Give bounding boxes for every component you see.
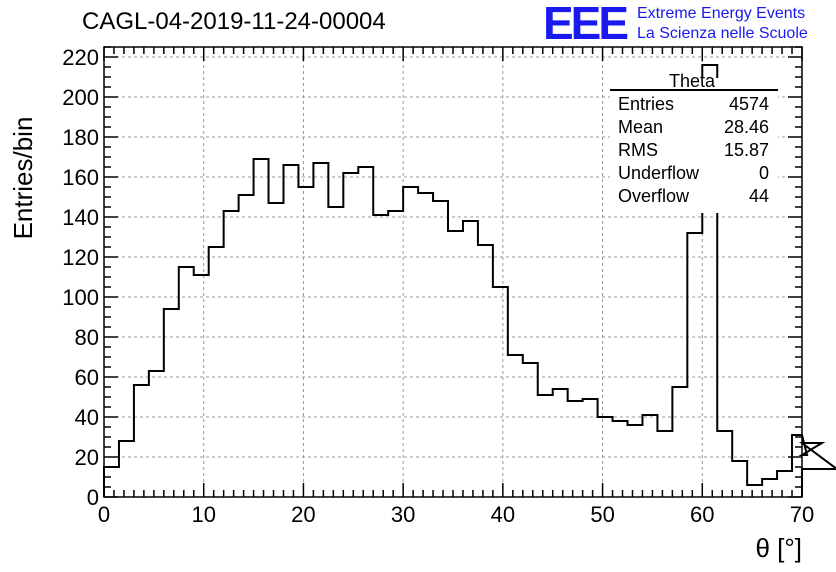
logo-caption: Extreme Energy Events La Scienza nelle S…: [637, 4, 808, 44]
stats-row-label: RMS: [618, 140, 658, 160]
y-tick-label: 20: [75, 445, 99, 470]
logo-caption-line1: Extreme Energy Events: [637, 5, 806, 22]
x-tick-labels: 0 10 20 30 40 50 60 70: [98, 502, 814, 527]
y-tick-label: 200: [62, 85, 99, 110]
y-tick-label: 0: [87, 485, 99, 510]
page-title: CAGL-04-2019-11-24-00004: [82, 8, 386, 35]
y-tick-labels: 0 20 40 60 80 100 120 140 160 180 200 220: [62, 45, 99, 510]
y-tick-label: 100: [62, 285, 99, 310]
stats-row-label: Overflow: [618, 186, 690, 206]
x-tick-label: 70: [790, 502, 814, 527]
stats-row-value: 44: [749, 186, 769, 206]
x-axis-label: θ [°]: [755, 533, 802, 563]
stats-row-label: Underflow: [618, 163, 700, 183]
y-tick-label: 220: [62, 45, 99, 70]
stats-row-value: 4574: [729, 94, 769, 114]
stats-row-value: 15.87: [724, 140, 769, 160]
x-tick-label: 30: [391, 502, 415, 527]
y-tick-label: 180: [62, 125, 99, 150]
x-tick-label: 40: [491, 502, 515, 527]
x-tick-label: 0: [98, 502, 110, 527]
y-tick-label: 60: [75, 365, 99, 390]
x-tick-label: 10: [191, 502, 215, 527]
stats-row-label: Mean: [618, 117, 663, 137]
x-tick-label: 50: [590, 502, 614, 527]
histogram-line: [103, 64, 836, 497]
stats-title: Theta: [669, 71, 716, 91]
y-tick-label: 40: [75, 405, 99, 430]
y-tick-label: 120: [62, 245, 99, 270]
eee-logo: EEE: [543, 0, 629, 49]
y-tick-label: 140: [62, 205, 99, 230]
stats-row-label: Entries: [618, 94, 674, 114]
y-tick-label: 160: [62, 165, 99, 190]
stats-box-background: [610, 78, 778, 213]
x-tick-label: 60: [690, 502, 714, 527]
y-axis-label: Entries/bin: [8, 117, 38, 240]
y-tick-label: 80: [75, 325, 99, 350]
axis-ticks: [103, 46, 803, 498]
x-tick-label: 20: [291, 502, 315, 527]
stats-box: Theta Entries 4574 Mean 28.46 RMS 15.87 Underf…: [610, 71, 778, 213]
logo-caption-line2: La Scienza nelle Scuole: [637, 25, 808, 42]
stats-rows: Entries 4574 Mean 28.46 RMS 15.87 Underflow 0 Ov…: [618, 94, 769, 206]
stats-row-value: 0: [759, 163, 769, 183]
stats-row-value: 28.46: [724, 117, 769, 137]
